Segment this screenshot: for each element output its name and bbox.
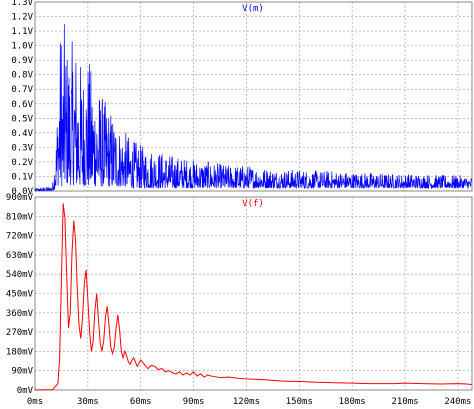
y-tick-label: 0.8V xyxy=(11,71,33,81)
x-tick-label: 60ms xyxy=(130,397,152,407)
x-tick-label: 0ms xyxy=(27,397,43,407)
y-tick-label: 720mV xyxy=(6,232,34,242)
trace-v-m xyxy=(34,23,473,192)
x-tick-label: 120ms xyxy=(233,397,260,407)
y-tick-label: 1.3V xyxy=(11,0,33,8)
plot-pane-v-f: 0mV 90mV 180mV 270mV 360mV 450mV 540mV 630mV 720… xyxy=(6,193,473,396)
x-tick-label: 210ms xyxy=(391,397,418,407)
x-tick-label: 30ms xyxy=(77,397,99,407)
y-tick-label: 0.3V xyxy=(11,143,33,153)
y-tick-label: 0mV xyxy=(17,386,34,396)
x-tick-label: 240ms xyxy=(444,397,471,407)
trace-v-f xyxy=(34,203,473,391)
y-tick-label: 0.2V xyxy=(11,158,33,168)
y-tick-label: 180mV xyxy=(6,347,34,357)
y-tick-label: 1.0V xyxy=(11,42,33,52)
y-tick-label: 0.4V xyxy=(11,129,33,139)
x-tick-label: 180ms xyxy=(339,397,366,407)
x-tick-label: 150ms xyxy=(286,397,313,407)
y-tick-label: 90mV xyxy=(11,367,33,377)
y-tick-label: 1.2V xyxy=(11,13,33,23)
y-tick-label: 540mV xyxy=(6,270,34,280)
y-tick-label: 0.0V xyxy=(11,187,33,197)
y-tick-label: 900mV xyxy=(6,193,34,203)
y-tick-label: 0.5V xyxy=(11,114,33,124)
x-tick-label: 90ms xyxy=(183,397,205,407)
trace-title-v-f: V(f) xyxy=(242,199,264,209)
y-tick-label: 0.1V xyxy=(11,172,33,182)
y-tick-label: 270mV xyxy=(6,328,34,338)
y-tick-label: 0.6V xyxy=(11,100,33,110)
y-tick-label: 0.7V xyxy=(11,85,33,95)
y-tick-label: 630mV xyxy=(6,251,34,261)
y-tick-label: 360mV xyxy=(6,309,34,319)
y-tick-label: 450mV xyxy=(6,290,34,300)
x-axis-ticks: 0ms 30ms 60ms 90ms 120ms 150ms 180ms 210ms 240ms xyxy=(27,397,472,407)
trace-title-v-m: V(m) xyxy=(242,4,264,14)
plot-pane-v-m: 0.0V 0.1V 0.2V 0.3V 0.4V 0.5V 0.6V 0.7V 0.8V 0.9V… xyxy=(11,0,473,197)
y-tick-label: 1.1V xyxy=(11,27,33,37)
y-tick-label: 0.9V xyxy=(11,56,33,66)
y-tick-label: 810mV xyxy=(6,212,34,222)
